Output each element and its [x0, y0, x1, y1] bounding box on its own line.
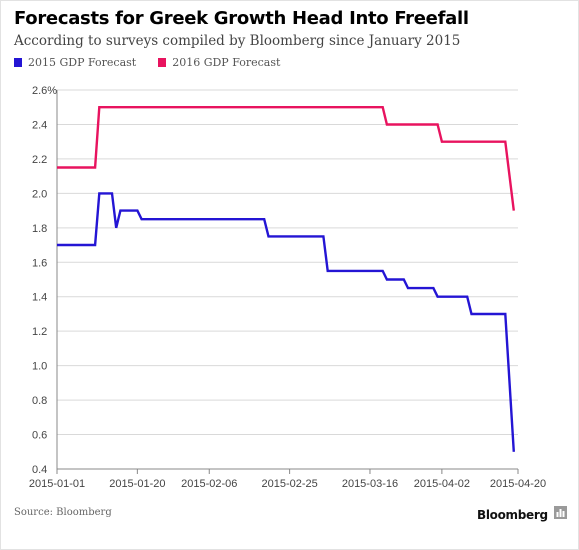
legend-item-2016: 2016 GDP Forecast — [158, 56, 280, 69]
y-tick-label: 0.8 — [32, 395, 47, 407]
brand-name: Bloomberg — [477, 508, 548, 522]
x-tick-label: 2015-02-25 — [261, 478, 317, 490]
x-tick-label: 2015-02-06 — [181, 478, 237, 490]
y-tick-label: 1.6 — [32, 257, 47, 269]
x-tick-label: 2015-01-20 — [109, 478, 165, 490]
legend-label-2016: 2016 GDP Forecast — [172, 56, 281, 69]
legend-label-2015: 2015 GDP Forecast — [28, 56, 137, 69]
source-note: Source: Bloomberg — [14, 507, 112, 518]
series-layer — [57, 106, 515, 452]
bar-chart-icon — [553, 506, 567, 524]
y-tick-label: 0.4 — [32, 464, 47, 476]
series-line-2016 — [57, 106, 515, 211]
y-tick-label: 1.4 — [32, 292, 47, 304]
y-tick-label: 0.6 — [32, 430, 47, 442]
y-tick-label: 2.6% — [32, 85, 57, 97]
x-tick-label: 2015-04-20 — [490, 478, 546, 490]
x-tick-label: 2015-01-01 — [29, 478, 85, 490]
y-tick-label: 1.0 — [32, 361, 47, 373]
brand-logo: Bloomberg — [477, 506, 567, 524]
y-tick-label: 1.8 — [32, 223, 47, 235]
series-line-2015 — [57, 192, 515, 452]
x-tick-label: 2015-04-02 — [414, 478, 470, 490]
legend-swatch-2016 — [158, 58, 167, 67]
y-tick-label: 2.4 — [32, 119, 47, 131]
chart-subtitle: According to surveys compiled by Bloombe… — [14, 33, 461, 49]
x-tick-label: 2015-03-16 — [342, 478, 398, 490]
legend-swatch-2015 — [14, 58, 22, 67]
axis-layer: 0.4 0.6 0.8 1.0 1.2 1.4 1.6 1.8 2.0 2.2 2.4 2.6% 201… — [29, 85, 546, 490]
y-tick-label: 2.0 — [32, 188, 47, 200]
chart-title: Forecasts for Greek Growth Head Into Fre… — [14, 8, 469, 29]
y-tick-label: 2.2 — [32, 154, 47, 166]
legend-item-2015: 2015 GDP Forecast — [14, 56, 136, 69]
legend: 2015 GDP Forecast 2016 GDP Forecast — [14, 56, 280, 69]
y-tick-label: 1.2 — [32, 326, 47, 338]
